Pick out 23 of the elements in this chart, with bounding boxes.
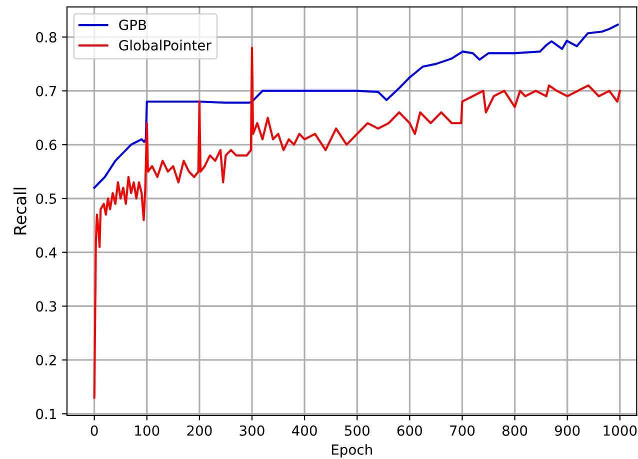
- y-tick-label: 0.3: [36, 301, 56, 312]
- x-tick-label: 0: [90, 425, 98, 436]
- legend-label: GlobalPointer: [119, 40, 212, 51]
- y-tick-label: 0.2: [36, 354, 56, 366]
- x-tick-label: 700: [450, 425, 475, 436]
- x-tick-label: 400: [292, 425, 317, 436]
- x-tick-label: 900: [554, 425, 580, 436]
- y-tick-label: 0.7: [36, 86, 56, 96]
- x-tick-label: 600: [397, 425, 422, 436]
- y-tick-label: 0.6: [36, 140, 56, 150]
- y-tick-label: 0.1: [36, 408, 56, 420]
- x-tick-label: 300: [240, 425, 264, 436]
- y-axis-title: Recall: [13, 188, 26, 234]
- y-tick-label: 0.4: [36, 247, 56, 258]
- x-tick-label: 800: [502, 425, 528, 436]
- x-tick-label: 100: [135, 425, 160, 436]
- x-tick-label: 200: [187, 425, 212, 436]
- x-tick-label: 1000: [604, 425, 637, 436]
- y-tick-label: 0.5: [36, 193, 56, 204]
- legend-label: GPB: [119, 20, 146, 30]
- x-axis-title: Epoch: [332, 444, 372, 458]
- y-tick-label: 0.8: [36, 32, 56, 42]
- x-tick-label: 500: [344, 425, 370, 436]
